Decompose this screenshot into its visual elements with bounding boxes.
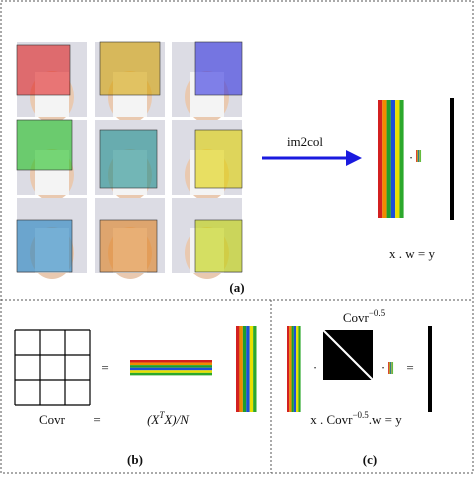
power-sup: −0.5 [369,308,386,318]
stripe [256,326,260,412]
stripe [419,150,421,162]
equation-rest: .w = y [369,412,402,427]
stripes [416,150,422,162]
stripe [416,150,418,162]
stripes [287,326,303,412]
equation-sup: −0.5 [352,410,369,420]
matrix-grid [14,329,91,406]
stripe [298,326,301,412]
overlay [99,41,161,96]
diagonal [322,329,374,381]
stripe [287,326,290,412]
stripe [130,370,212,373]
equation: x . w = y [389,246,435,261]
stripe [389,362,391,374]
stripe [296,326,299,412]
stripe [403,100,408,218]
stripes [378,100,408,218]
stripe [130,375,212,378]
overlay [99,219,158,273]
stripe [417,150,419,162]
stripe [130,372,212,376]
overlay [194,129,243,189]
dot: · [409,150,413,165]
dot: · [381,360,385,375]
panel-label: (c) [363,452,377,467]
stripe [390,362,392,374]
formula-sup: T [159,410,165,420]
vector-y [450,98,454,220]
stripe [236,326,240,412]
stripes [130,360,212,378]
stripe [399,100,404,218]
stripe [130,362,212,366]
stripe [391,362,393,374]
matrix-label: Covr [39,412,66,427]
stripe [253,326,257,412]
stripe [395,100,400,218]
stripe [246,326,250,412]
equals: = [101,360,108,375]
stripe [130,360,212,363]
stripe [420,150,422,162]
stripe [382,100,387,218]
vector-y [428,326,432,412]
stripe [130,367,212,371]
stripe [388,362,390,374]
equation: x . Covr−0.5.w = y [310,410,402,427]
stripe [293,326,297,412]
stripes [388,362,394,374]
formula-base: (X [147,412,160,427]
stripe [421,150,422,162]
stripe [416,150,417,162]
formula: (XTX)/N [147,410,190,427]
stripe [388,362,389,374]
equation-base: x . Covr [310,412,353,427]
stripe [289,326,292,412]
dot: · [313,360,317,375]
stripe [300,326,303,412]
panel-label: (b) [127,452,143,467]
overlay [16,219,73,273]
stripe [239,326,243,412]
stripe [392,362,394,374]
stripe [390,100,396,218]
formula-rest: X)/N [163,412,190,427]
stripes [236,326,260,412]
arrow-head [346,150,362,166]
power-base: Covr [343,310,370,325]
panel-label: (a) [229,280,244,295]
power: Covr−0.5 [343,308,386,325]
stripe [386,100,391,218]
photo-grid [16,41,243,279]
stripe [249,326,254,412]
stripe [378,100,383,218]
stripe [418,150,420,162]
overlay [194,41,243,96]
stripe [242,326,247,412]
overlay [16,44,71,96]
stripe [130,365,212,368]
overlay [16,119,73,171]
equals: = [93,412,100,427]
equals: = [406,360,413,375]
overlay [99,129,158,189]
stripe [291,326,294,412]
stripe [393,362,394,374]
arrow-label: im2col [287,134,323,149]
overlay [194,219,243,273]
